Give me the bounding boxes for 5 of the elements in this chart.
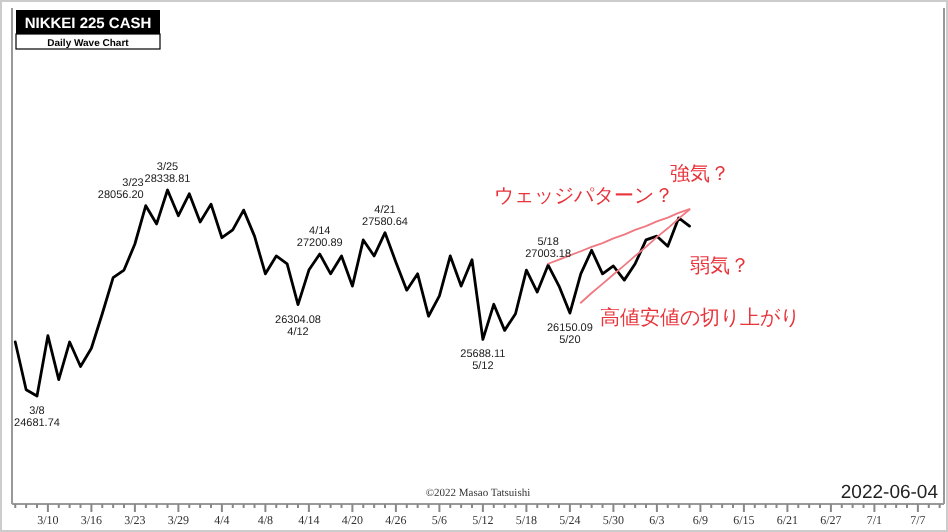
text: 強気？: [670, 162, 730, 186]
annotation: ウェッジパターン？: [494, 186, 674, 208]
annotation: 高値安値の切り上がり: [600, 306, 800, 330]
annotation: 弱気？: [690, 256, 750, 278]
annotation: 2022-06-04: [840, 482, 938, 504]
